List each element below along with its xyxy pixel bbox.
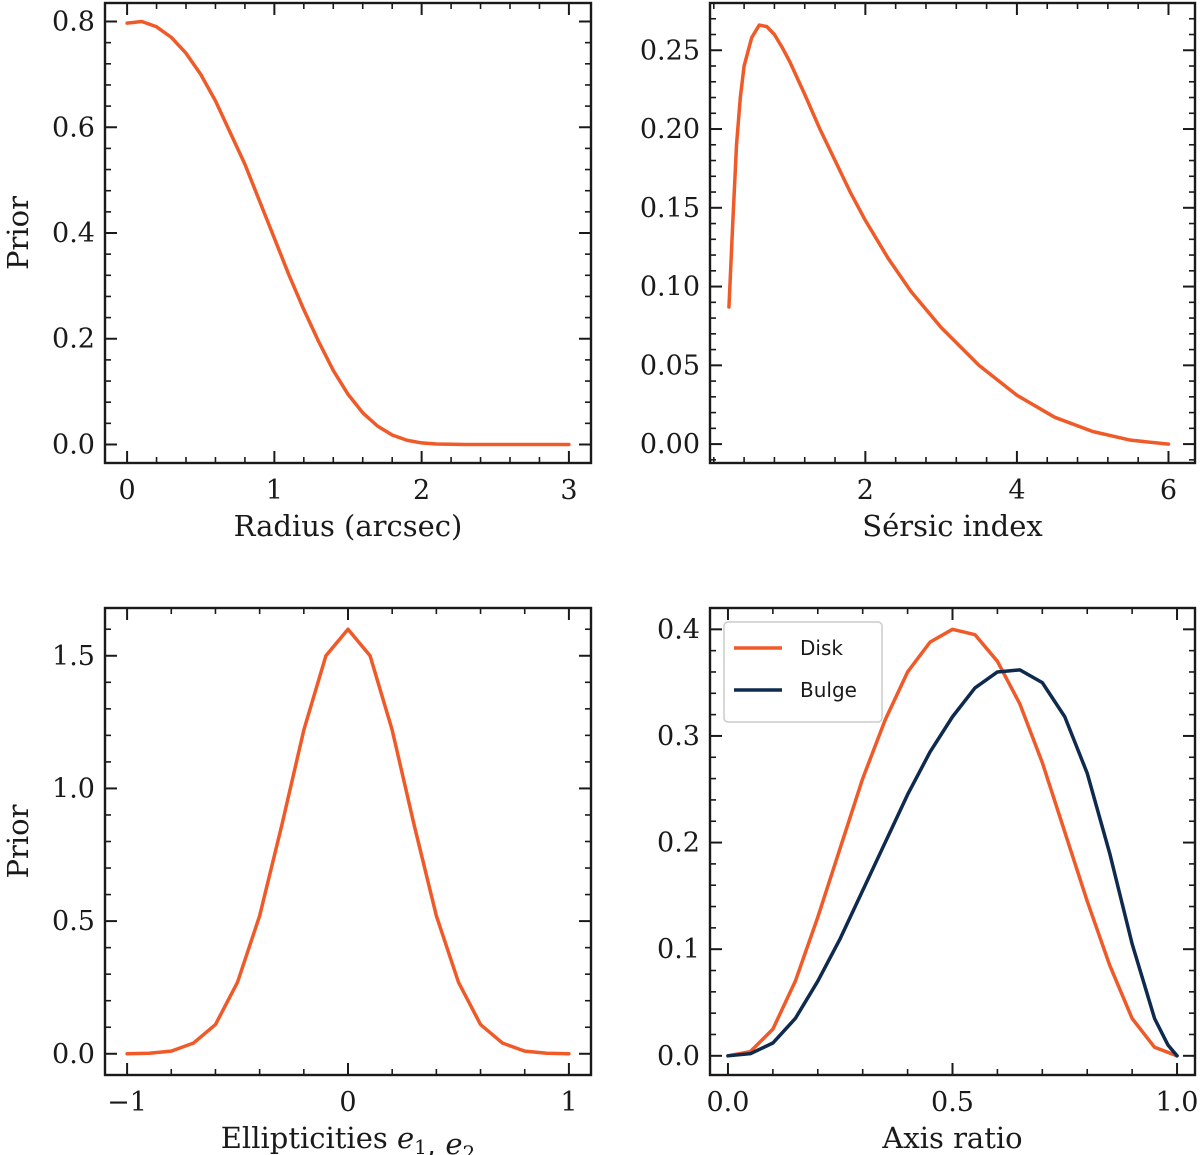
y-tick-label: 0.0: [657, 1041, 700, 1072]
y-tick-label: 0.05: [640, 350, 700, 381]
series-radius-prior-line: [127, 22, 569, 445]
y-tick-label: 0.5: [52, 906, 95, 937]
x-tick-label: 1: [560, 1087, 577, 1118]
panel-2: 2 4 6 0.00 0.05 0.10 0.15 0.20 0.25 Sérsic index: [640, 3, 1195, 543]
x-axis-label: Ellipticities e1, e2: [221, 1121, 475, 1155]
y-tick-label: 0.1: [657, 934, 700, 965]
x-axis-label: Radius (arcsec): [234, 509, 463, 543]
y-tick-label: 0.00: [640, 429, 700, 460]
x-tick-label: 6: [1160, 475, 1177, 506]
x-tick-label: −1: [107, 1087, 147, 1118]
panel-1: 0 1 2 3 0.0 0.2 0.4 0.6 0.8 Radius (arcsec) Prior: [1, 3, 591, 543]
y-tick-label: 0.8: [52, 7, 95, 38]
x-tick-label: 1.0: [1156, 1087, 1199, 1118]
x-tick-label: 0: [339, 1087, 356, 1118]
x-tick-label: 3: [560, 475, 577, 506]
x-tick-label: 0.5: [931, 1087, 974, 1118]
x-axis-label: Axis ratio: [881, 1121, 1022, 1155]
y-tick-label: 0.0: [52, 1039, 95, 1070]
y-tick-label: 0.15: [640, 193, 700, 224]
axes-frame: [105, 608, 591, 1075]
y-tick-label: 1.5: [52, 641, 95, 672]
y-tick-label: 0.2: [52, 324, 95, 355]
series-ellipticity-prior-line: [127, 629, 569, 1054]
y-axis-label: Prior: [1, 804, 35, 878]
y-tick-label: 1.0: [52, 773, 95, 804]
panel-4: 0.0 0.5 1.0 0.0 0.1 0.2 0.3 0.4 Axis ratio Disk Bu…: [657, 608, 1198, 1155]
x-tick-label: 0: [118, 475, 135, 506]
figure: 0 1 2 3 0.0 0.2 0.4 0.6 0.8 Radius (arcsec) Prior 2…: [0, 0, 1200, 1155]
x-tick-label: 1: [266, 475, 283, 506]
x-tick-label: 4: [1008, 475, 1025, 506]
y-tick-label: 0.4: [657, 614, 700, 645]
y-tick-label: 0.3: [657, 721, 700, 752]
y-tick-label: 0.20: [640, 114, 700, 145]
x-tick-label: 2: [413, 475, 430, 506]
y-tick-label: 0.2: [657, 828, 700, 859]
y-tick-label: 0.25: [640, 35, 700, 66]
legend-label-bulge: Bulge: [800, 678, 857, 702]
legend-label-disk: Disk: [800, 636, 843, 660]
y-tick-label: 0.0: [52, 429, 95, 460]
axes-frame: [710, 3, 1195, 463]
x-tick-label: 2: [857, 475, 874, 506]
y-tick-label: 0.10: [640, 272, 700, 303]
series-bulge-line: [728, 670, 1177, 1056]
y-axis-label: Prior: [1, 196, 35, 270]
x-tick-label: 0.0: [706, 1087, 749, 1118]
y-tick-label: 0.4: [52, 218, 95, 249]
y-tick-label: 0.6: [52, 112, 95, 143]
legend: Disk Bulge: [724, 622, 882, 722]
panel-3: −1 0 1 0.0 0.5 1.0 1.5 Ellipticities e1, e2 Prio…: [1, 608, 591, 1155]
series-s-rsic-prior-line: [729, 25, 1169, 444]
x-axis-label: Sérsic index: [862, 509, 1043, 543]
